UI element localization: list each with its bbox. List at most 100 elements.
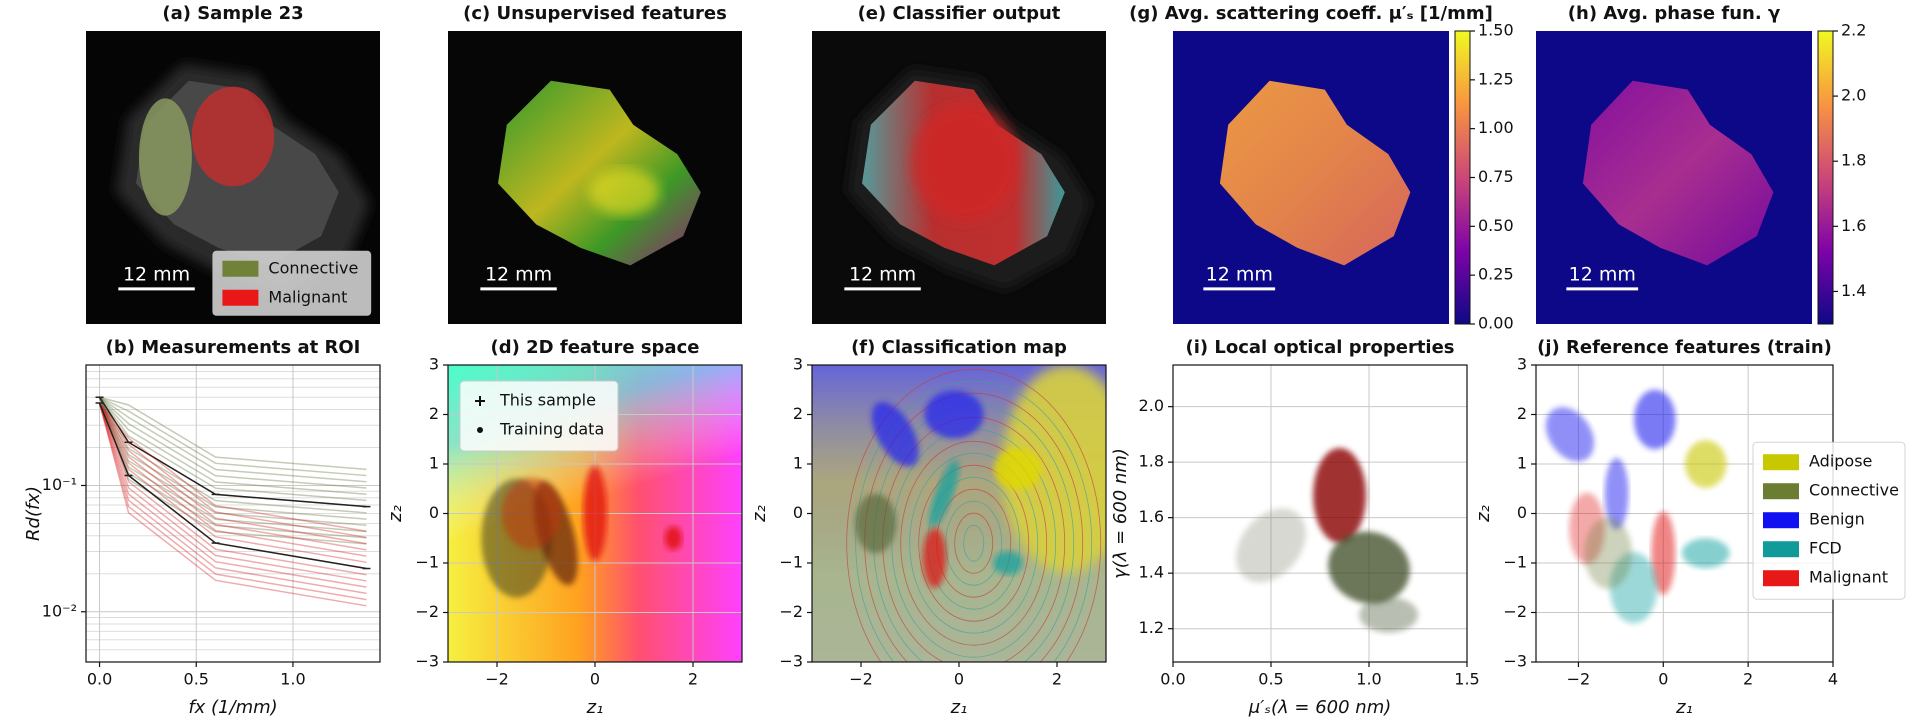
spread-line <box>99 396 367 477</box>
y-tick-label: 3 <box>793 355 803 374</box>
axes-frame <box>85 364 381 663</box>
point-cloud <box>1634 389 1676 450</box>
decision-contour <box>945 500 1003 586</box>
x-tick-label: 2 <box>688 670 698 689</box>
point-cloud <box>994 448 1042 490</box>
panel-title: (d) 2D feature space <box>491 337 700 358</box>
spread-line <box>99 396 367 483</box>
x-tick-label: 1.0 <box>1356 670 1381 689</box>
legend-swatch <box>222 289 259 306</box>
y-axis-label: γ(λ = 600 nm) <box>1110 448 1131 579</box>
legend-box <box>1752 441 1906 600</box>
y-tick-label: 0 <box>1517 503 1527 522</box>
spread-line <box>98 396 367 533</box>
x-tick-label: 0.0 <box>87 670 112 689</box>
x-axis-label: z₁ <box>950 697 968 718</box>
point-cloud <box>664 526 683 551</box>
point-cloud <box>1545 407 1595 462</box>
colorbar-tick-label: 0.50 <box>1478 216 1514 235</box>
scale-bar-label: 12 mm <box>849 263 916 285</box>
point-cloud <box>1328 531 1410 604</box>
y-axis-label: z₂ <box>385 505 406 523</box>
panel-title: (a) Sample 23 <box>162 3 303 24</box>
panel-title: (g) Avg. scattering coeff. μ′ₛ [1/mm] <box>1129 3 1493 24</box>
legend-label: Adipose <box>1809 452 1872 471</box>
y-tick-label: 10⁻¹ <box>42 475 77 494</box>
axes-frame <box>1172 364 1468 663</box>
legend-swatch <box>222 260 259 277</box>
spread-line <box>98 402 367 576</box>
scale-bar-label: 12 mm <box>1569 263 1636 285</box>
spread-line <box>98 402 367 601</box>
y-tick-label: 10⁻² <box>42 601 77 620</box>
panel-title: (e) Classifier output <box>858 3 1061 24</box>
spread-line <box>98 396 367 520</box>
point-cloud <box>924 390 984 439</box>
y-tick-label: 1.2 <box>1139 618 1164 637</box>
y-tick-label: 1.6 <box>1139 507 1164 526</box>
spread-line <box>98 402 367 564</box>
point-cloud <box>1651 511 1676 595</box>
x-tick-label: 0 <box>1658 670 1668 689</box>
x-tick-label: −2 <box>849 670 873 689</box>
y-tick-label: 1 <box>793 454 803 473</box>
spread-line <box>98 402 367 539</box>
spread-line <box>98 396 367 539</box>
panel-title: (b) Measurements at ROI <box>106 337 361 358</box>
legend-swatch <box>1763 512 1799 529</box>
y-tick-label: 1 <box>1517 454 1527 473</box>
point-cloud <box>1604 458 1629 530</box>
legend-box <box>459 380 619 452</box>
point-cloud <box>1681 538 1730 568</box>
y-tick-label: −2 <box>1503 602 1527 621</box>
colorbar-tick-label: 1.8 <box>1841 151 1866 170</box>
series-line <box>98 396 367 508</box>
panel-title: (j) Reference features (train) <box>1537 337 1832 358</box>
legend-label: Benign <box>1809 510 1865 529</box>
y-tick-label: −2 <box>779 602 803 621</box>
y-tick-label: 0 <box>429 503 439 522</box>
x-tick-label: −2 <box>485 670 509 689</box>
plot-area <box>1173 365 1467 662</box>
y-tick-label: 1.4 <box>1139 563 1164 582</box>
y-tick-label: −1 <box>779 553 803 572</box>
point-cloud <box>993 551 1023 575</box>
spread-line <box>98 402 367 582</box>
legend-label: Connective <box>1809 481 1899 500</box>
point-cloud <box>1236 508 1306 583</box>
x-tick-label: 0.0 <box>1160 670 1185 689</box>
feature-blob <box>589 168 660 216</box>
plot-area <box>1536 365 1833 662</box>
panel-title: (h) Avg. phase fun. γ <box>1568 3 1780 24</box>
colorbar-tick-label: 2.2 <box>1841 21 1866 40</box>
y-tick-label: 2 <box>1517 404 1527 423</box>
point-cloud <box>1684 440 1727 488</box>
colorbar-tick-label: 1.6 <box>1841 216 1866 235</box>
y-tick-label: 2 <box>429 404 439 423</box>
spread-line <box>98 402 367 545</box>
legend-label: Connective <box>268 258 358 277</box>
scale-bar-label: 12 mm <box>123 263 190 285</box>
panel-title: (f) Classification map <box>851 337 1067 358</box>
class-blob <box>911 104 1018 222</box>
y-tick-label: 1.8 <box>1139 452 1164 471</box>
tissue <box>1219 80 1411 266</box>
x-tick-label: 1.5 <box>1454 670 1479 689</box>
colorbar-tick-label: 2.0 <box>1841 86 1866 105</box>
spread-line <box>98 396 367 514</box>
colorbar-tick-label: 0.75 <box>1478 167 1514 186</box>
y-axis-label: z₂ <box>1473 505 1494 523</box>
x-tick-label: 4 <box>1828 670 1838 689</box>
x-tick-label: 0.5 <box>184 670 209 689</box>
y-tick-label: −3 <box>779 652 803 671</box>
spread-line <box>98 402 367 557</box>
tissue <box>498 80 701 266</box>
x-axis-label: z₁ <box>586 697 604 718</box>
y-tick-label: −3 <box>1503 652 1527 671</box>
decision-contour <box>900 440 1048 646</box>
colorbar-tick-label: 0.00 <box>1478 314 1514 333</box>
spread-line <box>98 402 367 595</box>
point-cloud <box>855 493 897 554</box>
legend-marker <box>477 427 483 433</box>
point-cloud <box>1313 447 1367 543</box>
